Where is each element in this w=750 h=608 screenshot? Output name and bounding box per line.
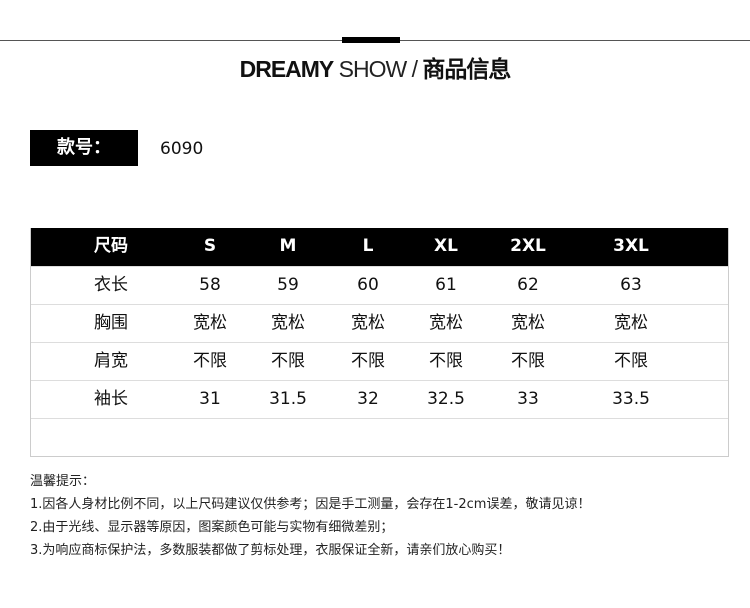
- table-cell: 宽松: [511, 313, 545, 333]
- note-item: 3.为响应商标保护法，多数服装都做了剪标处理，衣服保证全新，请亲们放心购买！: [30, 543, 511, 558]
- note-item: 1.因各人身材比例不同，以上尺码建议仅供参考；因是手工测量，会存在1-2cm误差…: [30, 497, 591, 512]
- brand-bold: DREAMY: [239, 56, 335, 82]
- divider-accent: [342, 37, 400, 43]
- table-cell: 宽松: [614, 313, 648, 333]
- notes-title: 温馨提示：: [30, 474, 96, 489]
- row-label: 衣长: [94, 275, 128, 295]
- row-label: 尺码: [94, 236, 128, 256]
- table-cell: 61: [435, 275, 457, 295]
- sku-label: 款号：: [30, 130, 138, 166]
- table-cell: S: [203, 236, 217, 256]
- notes: 温馨提示： 1.因各人身材比例不同，以上尺码建议仅供参考；因是手工测量，会存在1…: [30, 470, 590, 562]
- table-row: 袖长 31 31.5 32 32.5 33 33.5: [31, 380, 728, 418]
- table-row: 肩宽 不限 不限 不限 不限 不限 不限: [31, 342, 728, 380]
- table-header-row: 尺码 S M L XL 2XL 3XL: [31, 228, 728, 266]
- row-label: 胸围: [94, 313, 128, 333]
- table-cell: 31: [199, 389, 221, 409]
- table-cell: 不限: [614, 351, 648, 371]
- table-cell: 33.5: [612, 389, 650, 409]
- sku-value: 6090: [160, 139, 204, 159]
- title-cn: 商品信息: [422, 56, 511, 82]
- table-cell: 62: [517, 275, 539, 295]
- table-cell: 32: [357, 389, 379, 409]
- table-cell: 不限: [193, 351, 227, 371]
- table-cell: M: [279, 236, 297, 256]
- table-row: [31, 418, 728, 456]
- table-row: 衣长 58 59 60 61 62 63: [31, 266, 728, 304]
- table-cell: 不限: [351, 351, 385, 371]
- table-cell: 59: [277, 275, 299, 295]
- table-cell: 31.5: [269, 389, 307, 409]
- table-cell: 32.5: [427, 389, 465, 409]
- table-cell: XL: [434, 236, 458, 256]
- size-table: 尺码 S M L XL 2XL 3XL 衣长 58 59 60 61 62 63 胸围 宽松 宽松 宽松 宽松 宽松 宽…: [30, 228, 729, 457]
- table-cell: 60: [357, 275, 379, 295]
- table-cell: 宽松: [193, 313, 227, 333]
- row-label: 肩宽: [94, 351, 128, 371]
- table-cell: 2XL: [510, 236, 546, 256]
- table-cell: 3XL: [613, 236, 649, 256]
- page-title: DREAMY SHOW / 商品信息: [0, 50, 750, 84]
- table-cell: 不限: [511, 351, 545, 371]
- table-cell: 宽松: [429, 313, 463, 333]
- table-cell: 宽松: [351, 313, 385, 333]
- note-item: 2.由于光线、显示器等原因，图案颜色可能与实物有细微差别；: [30, 520, 394, 535]
- table-cell: L: [362, 236, 374, 256]
- table-cell: 不限: [429, 351, 463, 371]
- table-cell: 58: [199, 275, 221, 295]
- table-cell: 不限: [271, 351, 305, 371]
- row-label: 袖长: [94, 389, 128, 409]
- table-cell: 33: [517, 389, 539, 409]
- table-cell: 63: [620, 275, 642, 295]
- table-cell: 宽松: [271, 313, 305, 333]
- table-row: 胸围 宽松 宽松 宽松 宽松 宽松 宽松: [31, 304, 728, 342]
- brand-light: SHOW /: [338, 56, 418, 82]
